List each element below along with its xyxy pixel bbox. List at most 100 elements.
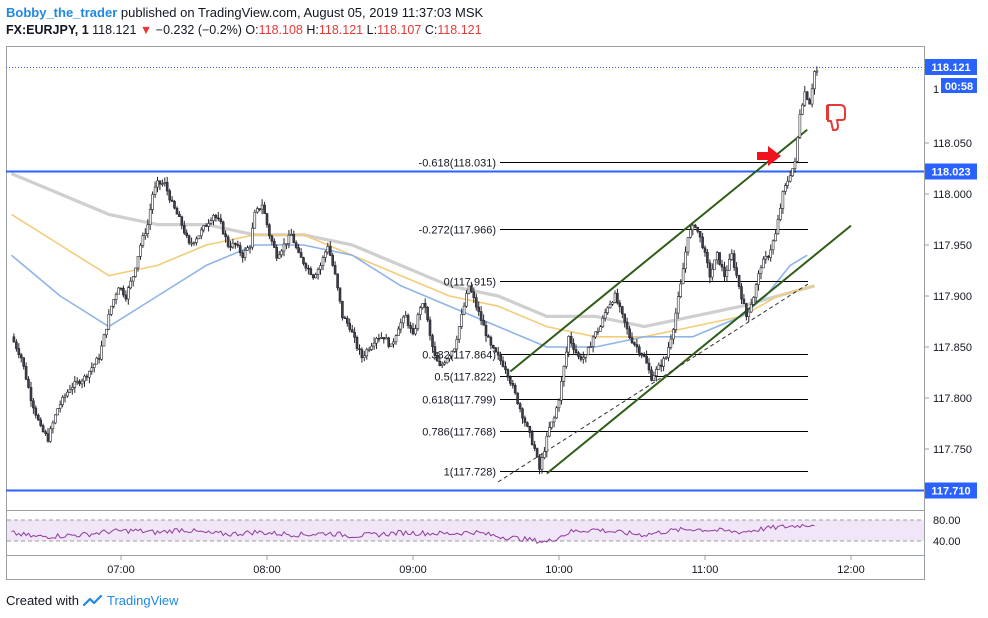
candle-body [552, 417, 556, 423]
candle-body [528, 425, 532, 433]
candle-body [243, 250, 247, 258]
candle-body [316, 268, 320, 275]
candle-body [56, 408, 60, 416]
candle-body [127, 287, 130, 300]
candle-body [183, 225, 186, 234]
candle-body [260, 204, 264, 210]
candle-body [411, 328, 415, 335]
candle-body [793, 161, 797, 169]
candle-body [200, 229, 203, 237]
trend-channel[interactable] [509, 128, 852, 475]
candle-body [92, 363, 96, 369]
candle-body [764, 256, 768, 260]
candle-body [759, 267, 763, 274]
candle-body [248, 246, 252, 249]
high-value: 118.121 [318, 23, 364, 37]
candle-body [723, 266, 726, 277]
candle-body [431, 335, 434, 348]
candle-body [654, 369, 658, 376]
candle-body [455, 338, 459, 350]
candle-body [370, 345, 373, 350]
candle-body [36, 414, 40, 421]
candle-body [392, 341, 395, 345]
candle-body [657, 364, 661, 370]
candle-body [156, 180, 159, 188]
candle-body [389, 343, 393, 347]
price-tick-label: 117.850 [933, 342, 972, 354]
publish-line: Bobby_the_trader published on TradingVie… [6, 5, 483, 20]
candle-body [78, 380, 81, 385]
candle-body [19, 354, 23, 359]
candle-body [131, 276, 135, 282]
candle-body [703, 247, 707, 253]
tradingview-brand[interactable]: TradingView [106, 593, 179, 608]
publish-info: published on TradingView.com, August 05,… [120, 5, 484, 20]
candle-body [533, 444, 537, 449]
candle-body [791, 168, 794, 177]
current-price-tag-text: 118.121 [931, 62, 970, 74]
candle-body [336, 273, 339, 289]
symbol-label: FX:EURJPY, 1 [6, 23, 89, 37]
time-tick-label: 11:00 [692, 564, 719, 576]
candle-body [494, 347, 498, 353]
candle-body [613, 292, 617, 303]
candle-body [526, 422, 529, 427]
candle-body [538, 456, 541, 470]
candle-body [771, 240, 775, 251]
candle-body [251, 227, 254, 248]
candle-body [501, 360, 505, 367]
candle-body [226, 236, 230, 247]
candle-body [611, 301, 614, 305]
channel-line[interactable] [546, 224, 852, 475]
candle-body [338, 287, 342, 302]
candle-body [776, 219, 780, 235]
author-name[interactable]: Bobby_the_trader [6, 5, 118, 20]
candle-body [720, 264, 724, 268]
candle-body [453, 348, 456, 352]
fibonacci-retracement[interactable]: -0.618(118.031) -0.272(117.966) 0(117.915)… [419, 158, 808, 479]
channel-line[interactable] [509, 128, 808, 373]
candle-body [297, 247, 300, 253]
candle-body [399, 322, 403, 330]
candle-body [311, 274, 315, 279]
candle-body [642, 354, 646, 357]
last-price: 118.121 [92, 23, 137, 37]
change-arrow-icon: ▼ [139, 23, 153, 37]
candle-body [328, 246, 332, 256]
candle-body [44, 431, 47, 435]
dashed-trendline[interactable] [497, 283, 809, 483]
candle-body [560, 381, 563, 401]
candle-body [124, 294, 128, 300]
footer: Created with TradingView [6, 593, 179, 608]
candle-body [640, 353, 644, 356]
fib-level-label: 1(117.728) [444, 467, 496, 479]
candle-body [326, 246, 330, 253]
open-label: O: [245, 23, 259, 37]
time-axis[interactable]: 07:00 08:00 09:00 10:00 11:00 12:00 [107, 555, 865, 576]
rsi-tick-label: 40.00 [933, 536, 961, 548]
candle-body [496, 351, 500, 356]
price-axis[interactable]: 118.023 117.710 118.050 118.000 117.950 117.9… [924, 59, 977, 548]
candle-body [68, 389, 72, 393]
candle-body [557, 399, 561, 409]
candle-body [90, 367, 94, 372]
candle-body [185, 232, 188, 237]
candle-body [535, 448, 539, 457]
candle-body [404, 315, 408, 318]
candle-body [676, 296, 680, 314]
candle-body [635, 344, 639, 348]
candle-body [66, 391, 69, 397]
candle-body [798, 114, 802, 138]
candle-body [803, 91, 807, 106]
price-tick-label: 117.800 [933, 393, 972, 405]
candle-body [474, 297, 478, 308]
candle-body [662, 358, 665, 367]
candlesticks [12, 66, 819, 475]
candle-body [73, 381, 77, 388]
candle-body [129, 280, 132, 289]
candle-body [287, 234, 291, 244]
fib-level-label: 0.618(117.799) [422, 395, 496, 407]
candle-body [616, 292, 619, 304]
candle-body [71, 387, 74, 390]
